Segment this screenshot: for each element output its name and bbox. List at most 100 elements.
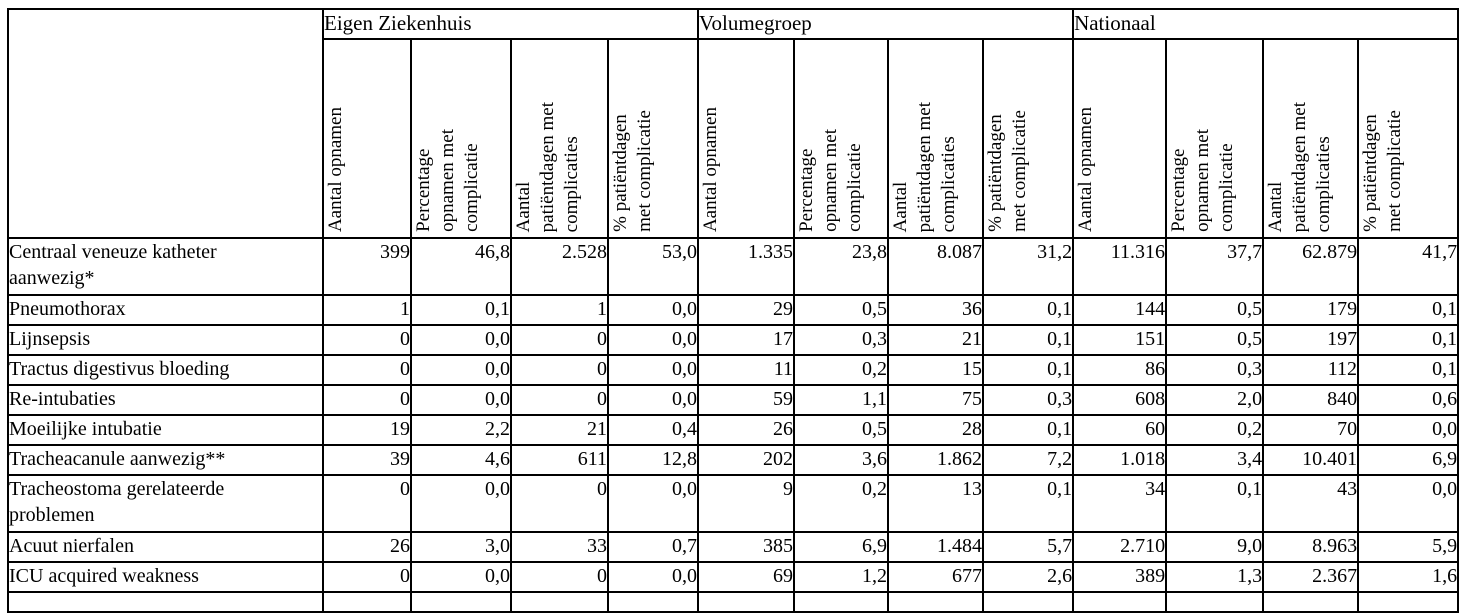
value-cell: 0,3	[793, 324, 890, 356]
value-cell: 2,0	[1165, 384, 1265, 416]
value-cell: 0,0	[410, 474, 512, 533]
value-cell: 0,1	[982, 354, 1075, 386]
rotated-header-label: Aantal patiëntdagen met complicaties	[1265, 101, 1335, 232]
value-cell: 1,3	[1165, 561, 1265, 593]
rotated-header-label: Aantal opnamen	[700, 106, 722, 232]
col-header-volume-percentage-opnamen: Percentage opnamen met complicatie	[793, 38, 890, 239]
value-cell: 12,8	[606, 444, 700, 476]
value-cell: 1.862	[887, 444, 985, 476]
table-row: Centraal veneuze katheter aanwezig* 399 …	[7, 237, 1460, 296]
value-cell: 31,2	[982, 237, 1075, 296]
value-cell: 0,1	[982, 474, 1075, 533]
value-cell: 0,0	[410, 354, 512, 386]
rotated-header-label: % patiëntdagen met complicatie	[1360, 110, 1406, 232]
row-label: Centraal veneuze katheter aanwezig*	[7, 237, 324, 296]
cutoff-cell	[793, 591, 890, 613]
value-cell: 21	[510, 414, 609, 446]
value-cell: 2.710	[1072, 531, 1168, 563]
corner-cell	[7, 8, 324, 239]
rotated-header-label: Percentage opnamen met complicatie	[413, 129, 482, 232]
col-header-eigen-percentage-opnamen: Percentage opnamen met complicatie	[410, 38, 512, 239]
table-row: Moeilijke intubatie 19 2,2 21 0,4 26 0,5…	[7, 414, 1460, 446]
value-cell: 611	[510, 444, 609, 476]
value-cell: 3,4	[1165, 444, 1265, 476]
value-cell: 0,2	[1165, 414, 1265, 446]
value-cell: 53,0	[606, 237, 700, 296]
group-header-volumegroep: Volumegroep	[697, 8, 1075, 40]
value-cell: 1.484	[887, 531, 985, 563]
table-row: Pneumothorax 1 0,1 1 0,0 29 0,5 36 0,1 1…	[7, 294, 1460, 326]
value-cell: 0,5	[793, 294, 890, 326]
value-cell: 1,6	[1357, 561, 1460, 593]
table-row: Acuut nierfalen 26 3,0 33 0,7 385 6,9 1.…	[7, 531, 1460, 563]
value-cell: 0	[322, 384, 412, 416]
value-cell: 23,8	[793, 237, 890, 296]
value-cell: 2.528	[510, 237, 609, 296]
value-cell: 0	[322, 474, 412, 533]
cutoff-cell	[410, 591, 512, 613]
table-row: Re-intubaties 0 0,0 0 0,0 59 1,1 75 0,3 …	[7, 384, 1460, 416]
value-cell: 0,4	[606, 414, 700, 446]
row-label: Re-intubaties	[7, 384, 324, 416]
value-cell: 70	[1262, 414, 1360, 446]
value-cell: 13	[887, 474, 985, 533]
value-cell: 0,1	[982, 294, 1075, 326]
value-cell: 0,0	[410, 561, 512, 593]
value-cell: 0,1	[982, 324, 1075, 356]
rotated-header-label: Percentage opnamen met complicatie	[1168, 129, 1238, 232]
value-cell: 0,1	[1165, 474, 1265, 533]
value-cell: 0	[322, 324, 412, 356]
value-cell: 1.335	[697, 237, 796, 296]
sub-header-row: Aantal opnamen Percentage opnamen met co…	[8, 38, 1460, 239]
rotated-header-label: Aantal patiëntdagen met complicaties	[513, 101, 582, 232]
value-cell: 2.367	[1262, 561, 1360, 593]
group-header-nationaal: Nationaal	[1072, 8, 1460, 40]
value-cell: 34	[1072, 474, 1168, 533]
value-cell: 0	[322, 561, 412, 593]
row-label: Tracheacanule aanwezig**	[7, 444, 324, 476]
value-cell: 9,0	[1165, 531, 1265, 563]
row-label: Tractus digestivus bloeding	[7, 354, 324, 386]
table-row: ICU acquired weakness 0 0,0 0 0,0 69 1,2…	[7, 561, 1460, 593]
value-cell: 0	[510, 354, 609, 386]
value-cell: 0	[510, 474, 609, 533]
value-cell: 37,7	[1165, 237, 1265, 296]
value-cell: 0,2	[793, 354, 890, 386]
col-header-eigen-aantal-opnamen: Aantal opnamen	[322, 38, 412, 239]
value-cell: 0	[510, 324, 609, 356]
value-cell: 385	[697, 531, 796, 563]
col-header-volume-pct-patientdagen: % patiëntdagen met complicatie	[982, 38, 1075, 239]
value-cell: 0,3	[982, 384, 1075, 416]
value-cell: 112	[1262, 354, 1360, 386]
row-label: Lijnsepsis	[7, 324, 324, 356]
value-cell: 0	[510, 384, 609, 416]
value-cell: 0,0	[606, 561, 700, 593]
value-cell: 608	[1072, 384, 1168, 416]
value-cell: 0,1	[982, 414, 1075, 446]
value-cell: 0,0	[606, 324, 700, 356]
value-cell: 62.879	[1262, 237, 1360, 296]
cutoff-cell	[1262, 591, 1360, 613]
value-cell: 0,0	[410, 324, 512, 356]
col-header-volume-aantal-opnamen: Aantal opnamen	[697, 38, 796, 239]
value-cell: 86	[1072, 354, 1168, 386]
group-header-eigen-ziekenhuis: Eigen Ziekenhuis	[321, 8, 700, 40]
value-cell: 11	[697, 354, 796, 386]
cutoff-cell	[697, 591, 796, 613]
value-cell: 144	[1072, 294, 1168, 326]
col-header-volume-aantal-patientdagen: Aantal patiëntdagen met complicaties	[887, 38, 985, 239]
table-row: Tracheostoma gerelateerde problemen 0 0,…	[7, 474, 1460, 533]
value-cell: 9	[697, 474, 796, 533]
value-cell: 1	[322, 294, 412, 326]
cutoff-cell	[322, 591, 412, 613]
col-header-nationaal-percentage-opnamen: Percentage opnamen met complicatie	[1165, 38, 1265, 239]
value-cell: 202	[697, 444, 796, 476]
value-cell: 15	[887, 354, 985, 386]
cutoff-cell	[887, 591, 985, 613]
value-cell: 0,5	[793, 414, 890, 446]
col-header-eigen-pct-patientdagen: % patiëntdagen met complicatie	[606, 38, 700, 239]
value-cell: 6,9	[1357, 444, 1460, 476]
value-cell: 41,7	[1357, 237, 1460, 296]
value-cell: 59	[697, 384, 796, 416]
value-cell: 1.018	[1072, 444, 1168, 476]
